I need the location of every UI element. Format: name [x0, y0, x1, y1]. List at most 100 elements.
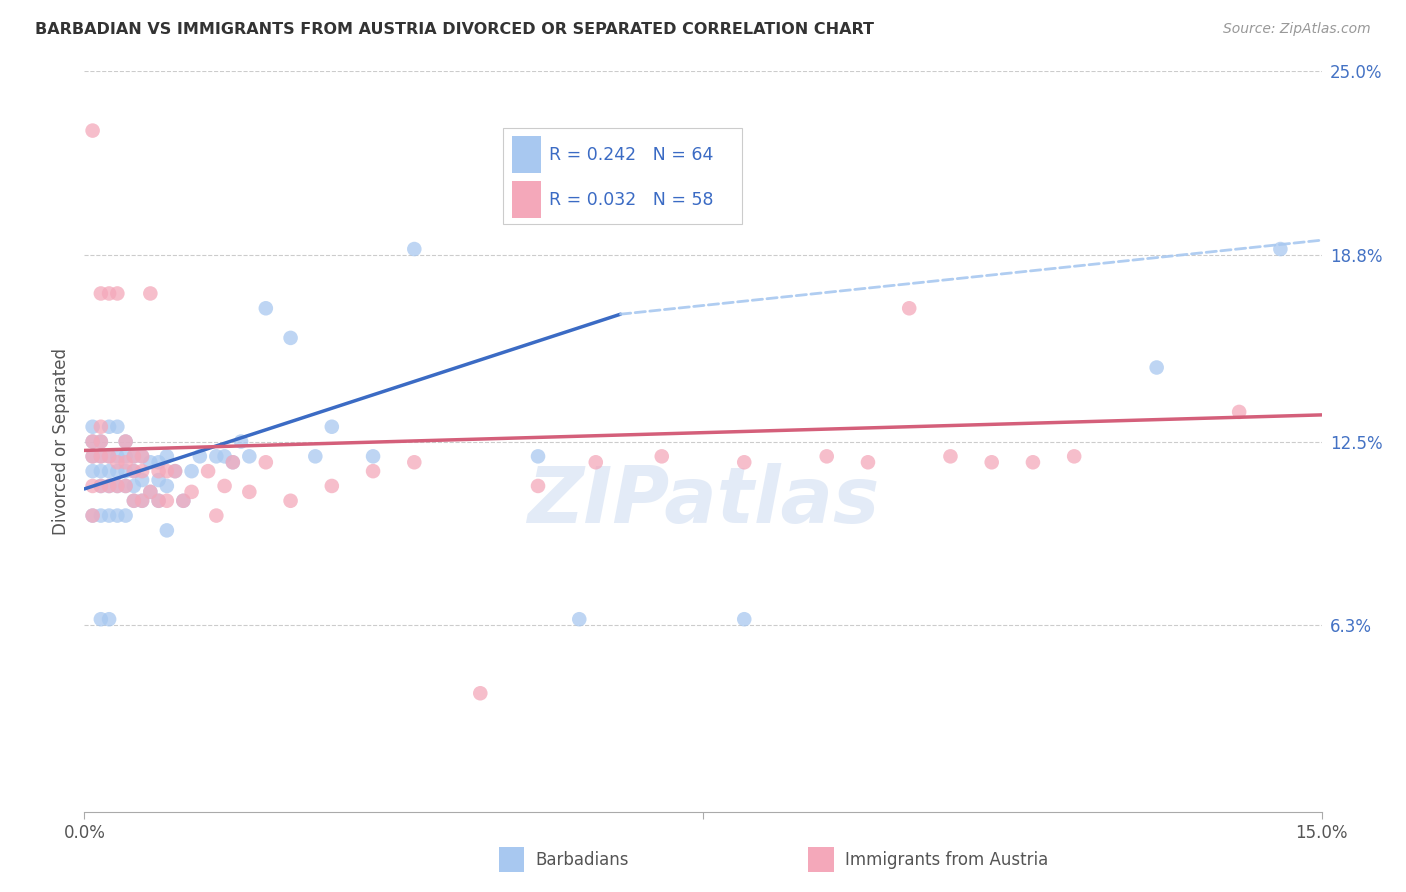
- Point: [205, 508, 228, 523]
- Point: [90, 419, 112, 434]
- Point: [980, 455, 1002, 469]
- Point: [114, 479, 136, 493]
- Point: [815, 450, 838, 464]
- Point: [229, 434, 252, 449]
- Point: [404, 242, 426, 256]
- Point: [82, 508, 104, 523]
- Point: [148, 493, 170, 508]
- Point: [197, 464, 219, 478]
- Point: [90, 434, 112, 449]
- Text: Barbadians: Barbadians: [536, 851, 630, 869]
- Point: [105, 479, 128, 493]
- Point: [105, 508, 128, 523]
- Point: [122, 479, 145, 493]
- Point: [139, 484, 162, 499]
- Text: BARBADIAN VS IMMIGRANTS FROM AUSTRIA DIVORCED OR SEPARATED CORRELATION CHART: BARBADIAN VS IMMIGRANTS FROM AUSTRIA DIV…: [35, 22, 875, 37]
- Point: [733, 455, 755, 469]
- Point: [98, 286, 121, 301]
- Point: [404, 455, 426, 469]
- Point: [651, 450, 673, 464]
- Point: [90, 464, 112, 478]
- Point: [114, 455, 136, 469]
- Point: [98, 479, 121, 493]
- Point: [148, 464, 170, 478]
- Point: [139, 286, 162, 301]
- Point: [527, 479, 550, 493]
- Point: [122, 464, 145, 478]
- Point: [98, 464, 121, 478]
- Point: [321, 479, 343, 493]
- Point: [114, 434, 136, 449]
- Point: [105, 464, 128, 478]
- Point: [238, 484, 260, 499]
- Point: [280, 331, 302, 345]
- Point: [90, 508, 112, 523]
- Point: [82, 434, 104, 449]
- Point: [238, 450, 260, 464]
- Point: [114, 464, 136, 478]
- Point: [114, 450, 136, 464]
- Point: [114, 479, 136, 493]
- Point: [82, 434, 104, 449]
- Point: [148, 455, 170, 469]
- Point: [90, 479, 112, 493]
- Point: [122, 493, 145, 508]
- Point: [165, 464, 187, 478]
- Point: [156, 479, 179, 493]
- Text: Source: ZipAtlas.com: Source: ZipAtlas.com: [1223, 22, 1371, 37]
- Point: [939, 450, 962, 464]
- Point: [122, 464, 145, 478]
- Point: [122, 450, 145, 464]
- Text: R = 0.242   N = 64: R = 0.242 N = 64: [550, 145, 714, 163]
- Point: [90, 450, 112, 464]
- Point: [321, 419, 343, 434]
- Point: [165, 464, 187, 478]
- Point: [90, 612, 112, 626]
- Point: [98, 479, 121, 493]
- Point: [114, 434, 136, 449]
- Point: [856, 455, 879, 469]
- Point: [222, 455, 245, 469]
- Point: [122, 493, 145, 508]
- Point: [148, 493, 170, 508]
- Point: [90, 434, 112, 449]
- Point: [188, 450, 211, 464]
- Point: [1227, 405, 1250, 419]
- Text: R = 0.032   N = 58: R = 0.032 N = 58: [550, 191, 714, 209]
- Point: [98, 419, 121, 434]
- Point: [254, 301, 277, 316]
- Point: [156, 464, 179, 478]
- Point: [156, 450, 179, 464]
- Point: [105, 419, 128, 434]
- Point: [122, 450, 145, 464]
- Point: [172, 493, 194, 508]
- Point: [98, 612, 121, 626]
- Point: [82, 123, 104, 137]
- Point: [105, 479, 128, 493]
- Point: [214, 479, 236, 493]
- Text: Immigrants from Austria: Immigrants from Austria: [845, 851, 1049, 869]
- Point: [131, 464, 153, 478]
- Point: [131, 493, 153, 508]
- Y-axis label: Divorced or Separated: Divorced or Separated: [52, 348, 70, 535]
- Point: [1063, 450, 1085, 464]
- Point: [156, 524, 179, 538]
- Point: [105, 455, 128, 469]
- Point: [222, 455, 245, 469]
- Point: [105, 286, 128, 301]
- Point: [105, 450, 128, 464]
- Point: [254, 455, 277, 469]
- Point: [90, 479, 112, 493]
- Point: [82, 450, 104, 464]
- Point: [527, 450, 550, 464]
- Point: [98, 508, 121, 523]
- Point: [180, 464, 202, 478]
- Point: [131, 493, 153, 508]
- Point: [1270, 242, 1292, 256]
- Point: [1146, 360, 1168, 375]
- Point: [180, 484, 202, 499]
- Point: [304, 450, 326, 464]
- Point: [361, 464, 384, 478]
- Point: [98, 450, 121, 464]
- Point: [898, 301, 921, 316]
